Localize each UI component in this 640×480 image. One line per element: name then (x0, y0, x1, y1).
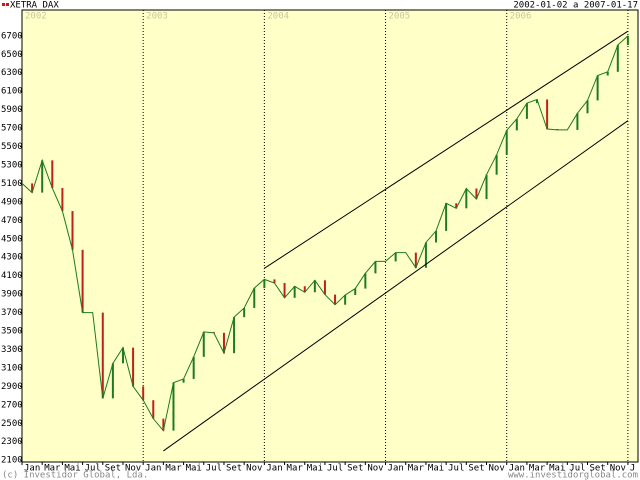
x-tick-label: Jul (327, 464, 343, 474)
x-tick-label: Nov (610, 464, 626, 474)
x-tick-label: Mar (529, 464, 546, 474)
x-tick-label: Nov (489, 464, 505, 474)
y-tick-label: 4500 (1, 234, 23, 244)
chart-title: XETRA DAX (10, 1, 59, 11)
title-icon (6, 3, 9, 6)
x-tick-label: Set (226, 464, 242, 474)
x-tick-label: Set (105, 464, 121, 474)
x-tick-label: Mai (307, 464, 323, 474)
y-tick-label: 6500 (1, 50, 23, 60)
y-tick-label: 6700 (1, 31, 23, 41)
y-tick-label: 2300 (1, 437, 23, 447)
y-tick-label: 2100 (1, 456, 23, 466)
year-label: 2002 (25, 12, 47, 22)
x-tick-label: Set (468, 464, 484, 474)
y-tick-label: 5900 (1, 105, 23, 115)
y-tick-label: 5500 (1, 142, 23, 152)
x-tick-label: Mar (165, 464, 182, 474)
x-tick-label: Jan (145, 464, 161, 474)
title-icon (2, 3, 5, 6)
x-tick-label: Set (347, 464, 363, 474)
y-tick-label: 3900 (1, 290, 23, 300)
y-tick-label: 2900 (1, 382, 23, 392)
y-tick-label: 5700 (1, 124, 23, 134)
x-tick-label: Jan (509, 464, 525, 474)
x-tick-label: Nov (367, 464, 383, 474)
y-tick-label: 3100 (1, 363, 23, 373)
y-tick-label: 4900 (1, 197, 23, 207)
y-tick-label: 2700 (1, 400, 23, 410)
x-tick-label: Jan (266, 464, 282, 474)
x-tick-label: Nov (125, 464, 141, 474)
x-tick-label: Mar (408, 464, 425, 474)
y-tick-label: 3300 (1, 345, 23, 355)
year-label: 2004 (267, 12, 289, 22)
plot-area (21, 9, 639, 463)
y-tick-label: 6100 (1, 87, 23, 97)
y-tick-label: 5300 (1, 160, 23, 170)
x-tick-label: Mar (44, 464, 61, 474)
y-tick-label: 3500 (1, 327, 23, 337)
x-tick-label: Jul (448, 464, 464, 474)
x-tick-label: Jan (388, 464, 404, 474)
date-range: 2002-01-02 a 2007-01-17 (513, 1, 638, 11)
footer-right: www.investidorglobal.com (508, 471, 638, 480)
year-label: 2005 (389, 12, 411, 22)
y-tick-label: 6300 (1, 68, 23, 78)
x-tick-label: Jan (24, 464, 40, 474)
y-tick-label: 3700 (1, 308, 23, 318)
x-tick-label: Nov (246, 464, 262, 474)
year-label: 2006 (510, 12, 532, 22)
y-tick-label: 2500 (1, 419, 23, 429)
y-tick-label: 4700 (1, 216, 23, 226)
x-tick-label: Set (590, 464, 606, 474)
x-tick-label: Jul (206, 464, 222, 474)
x-tick-label: Mai (428, 464, 444, 474)
x-tick-label: J (630, 464, 635, 474)
channel-line (264, 30, 629, 269)
x-tick-label: Mai (186, 464, 202, 474)
channel-line (163, 120, 629, 452)
x-tick-label: Mai (64, 464, 80, 474)
footer-left: (c) Investidor Global, Lda. (2, 471, 148, 480)
year-label: 2003 (146, 12, 168, 22)
x-tick-label: Mar (287, 464, 304, 474)
y-tick-label: 4300 (1, 253, 23, 263)
x-tick-label: Jul (569, 464, 585, 474)
x-tick-label: Mai (549, 464, 565, 474)
price-line (21, 35, 629, 432)
y-tick-label: 4100 (1, 271, 23, 281)
x-tick-label: Jul (85, 464, 101, 474)
y-tick-label: 5100 (1, 179, 23, 189)
